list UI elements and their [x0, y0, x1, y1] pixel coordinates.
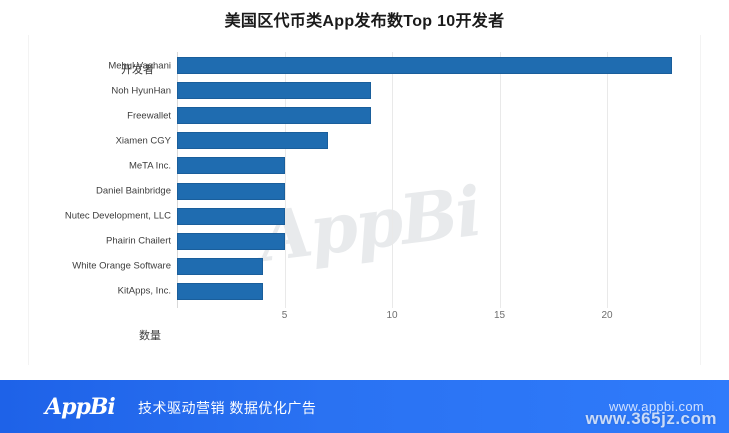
- y-category-label: Mehul Vaghani: [108, 60, 171, 71]
- bar-row[interactable]: KitApps, Inc.: [118, 282, 607, 300]
- bar[interactable]: [177, 132, 328, 150]
- bar[interactable]: [177, 232, 285, 250]
- chart-card: AppBi 开发者 数量 5 10 15 20 Mehul Vaghani Noh Hyu…: [28, 35, 701, 365]
- x-tick-label: 15: [493, 310, 506, 321]
- bar[interactable]: [177, 82, 371, 100]
- x-tick-label: 20: [601, 310, 613, 321]
- y-category-label: Daniel Bainbridge: [96, 185, 171, 197]
- y-category-label: KitApps, Inc.: [117, 285, 171, 297]
- bar-row[interactable]: Freewallet: [127, 107, 607, 125]
- plot-inner: 5 10 15 20 Mehul Vaghani Noh HyunHan Freewalle…: [65, 52, 672, 321]
- y-category-label: MeTA Inc.: [128, 160, 171, 172]
- bar[interactable]: [177, 182, 285, 200]
- bar-row[interactable]: Xiamen CGY: [116, 132, 607, 150]
- y-category-label: Noh HyunHan: [111, 85, 171, 97]
- x-axis-title: 数量: [139, 330, 161, 342]
- y-category-label: Freewallet: [127, 110, 171, 122]
- bar[interactable]: [177, 257, 263, 275]
- bar[interactable]: [177, 207, 285, 225]
- y-category-label: Phairin Chailert: [106, 235, 171, 247]
- bar[interactable]: [177, 107, 371, 125]
- gridline: [284, 52, 286, 308]
- gridline: [499, 52, 501, 308]
- gridline: [607, 52, 608, 308]
- x-tick-label: 10: [386, 310, 398, 321]
- banner-url[interactable]: www.appbi.com: [609, 399, 704, 414]
- bar-row[interactable]: Phairin Chailert: [106, 232, 607, 250]
- bar-row[interactable]: Daniel Bainbridge: [96, 182, 607, 200]
- x-tick-label: 5: [281, 310, 288, 321]
- bar-row[interactable]: MeTA Inc.: [129, 157, 607, 175]
- bar-row[interactable]: White Orange Software: [72, 257, 607, 275]
- banner-slogan: 技术驱动营销 数据优化广告: [138, 400, 317, 416]
- bar[interactable]: [177, 57, 672, 74]
- y-axis-title: 开发者: [121, 64, 154, 76]
- bar-row[interactable]: Mehul Vaghani: [108, 57, 672, 74]
- page-title: 美国区代币类App发布数Top 10开发者: [224, 13, 505, 30]
- footer-banner: AppBi 技术驱动营销 数据优化广告 www.appbi.com: [0, 380, 729, 433]
- bar[interactable]: [177, 282, 263, 300]
- plot-area: 5 10 15 20 Mehul Vaghani Noh HyunHan Freewalle…: [65, 52, 694, 324]
- y-category-label: Xiamen CGY: [115, 135, 171, 147]
- bar[interactable]: [177, 157, 285, 175]
- bar-row[interactable]: Noh HyunHan: [111, 82, 607, 100]
- gridline: [392, 52, 393, 308]
- bar-row[interactable]: Nutec Development, LLC: [65, 207, 607, 225]
- appbi-logo: AppBi: [45, 394, 116, 420]
- y-category-label: Nutec Development, LLC: [64, 210, 171, 222]
- y-category-label: White Orange Software: [72, 260, 171, 272]
- value-axis-line: [177, 52, 178, 308]
